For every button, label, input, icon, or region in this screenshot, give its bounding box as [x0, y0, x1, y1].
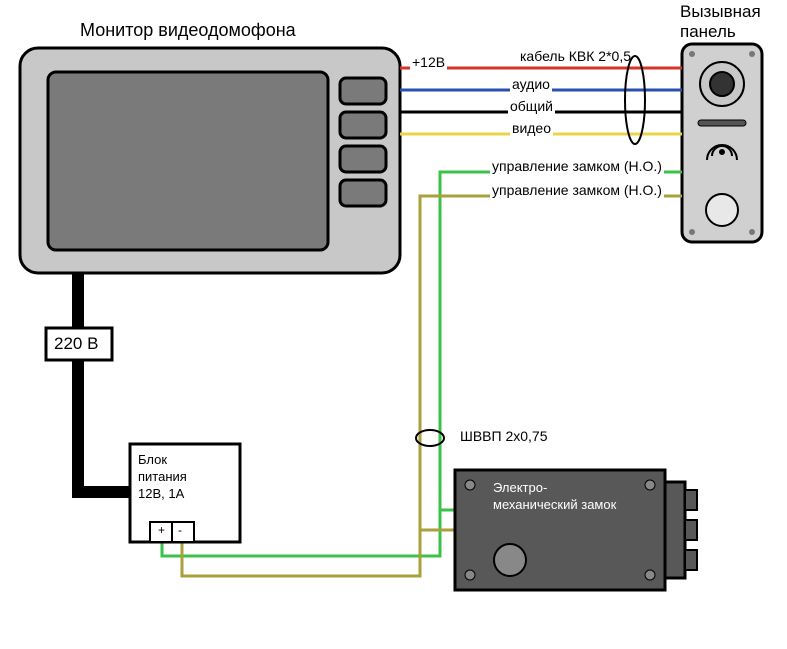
wire-label-12v: +12В [410, 54, 447, 70]
wiring-diagram: Монитор видеодомофона Вызывная панель 22… [0, 0, 787, 649]
wire-label-audio: аудио [510, 76, 552, 92]
wire-lock-green [440, 172, 682, 510]
monitor-title: Монитор видеодомофона [80, 20, 296, 41]
lock-bolt-housing [665, 482, 685, 578]
monitor-btn-4 [340, 180, 386, 206]
psu-minus: - [178, 523, 182, 537]
wire-label-lockctrl: управление замком (Н.О.) [490, 158, 664, 174]
monitor-btn-3 [340, 146, 386, 172]
psu-label: Блок питания 12В, 1А [138, 452, 187, 503]
mains-cable-bottom [72, 360, 84, 492]
panel-speaker [698, 120, 746, 126]
wire-label-lockctrl2: управление замком (Н.О.) [490, 182, 664, 198]
lock-label: Электро- механический замок [493, 480, 616, 514]
wire-label-video: видео [510, 120, 553, 136]
monitor-btn-1 [340, 78, 386, 104]
mains-cable-top [72, 273, 84, 328]
monitor-screen [48, 72, 328, 250]
panel-call-button [706, 194, 738, 226]
lock-cylinder [494, 544, 526, 576]
mains-label: 220 В [54, 334, 98, 354]
panel-title: Вызывная панель [680, 2, 761, 42]
diagram-svg [0, 0, 787, 649]
monitor-btn-2 [340, 112, 386, 138]
wire-label-common: общий [508, 98, 555, 114]
mains-to-psu [72, 486, 130, 498]
panel-camera-inner [710, 72, 734, 96]
psu-plus: + [158, 523, 165, 537]
kvk-label: кабель КВК 2*0,5 [520, 48, 631, 64]
shvvp-label: ШВВП 2х0,75 [460, 428, 548, 444]
